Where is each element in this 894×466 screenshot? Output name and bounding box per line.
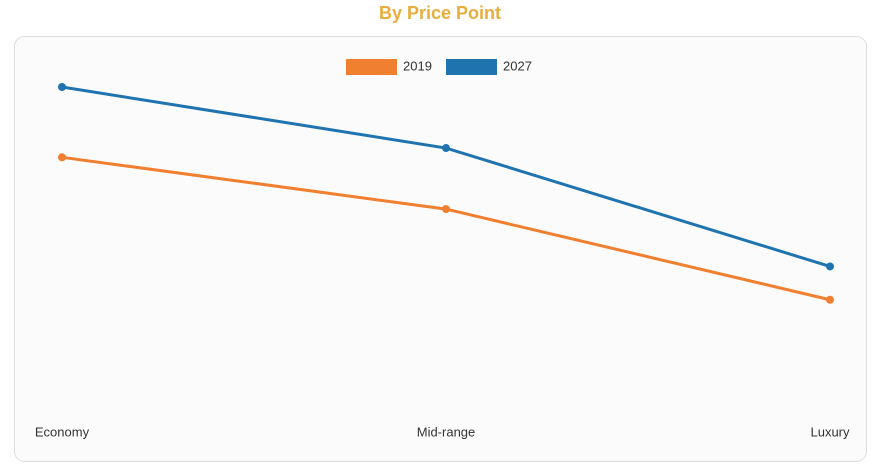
legend-swatch	[446, 59, 497, 75]
data-point	[442, 205, 450, 214]
data-point	[826, 295, 834, 304]
chart-title: By Price Point	[379, 3, 501, 23]
x-tick-label: Economy	[35, 424, 90, 439]
data-point	[826, 262, 834, 271]
legend-label: 2027	[503, 58, 532, 73]
x-tick-label: Mid-range	[417, 424, 476, 439]
data-point	[442, 144, 450, 153]
legend-label: 2019	[403, 58, 432, 73]
chart-card	[14, 36, 867, 462]
x-tick-label: Luxury	[810, 424, 850, 439]
legend-swatch	[346, 59, 397, 75]
data-point	[58, 83, 66, 91]
data-point	[58, 153, 66, 162]
